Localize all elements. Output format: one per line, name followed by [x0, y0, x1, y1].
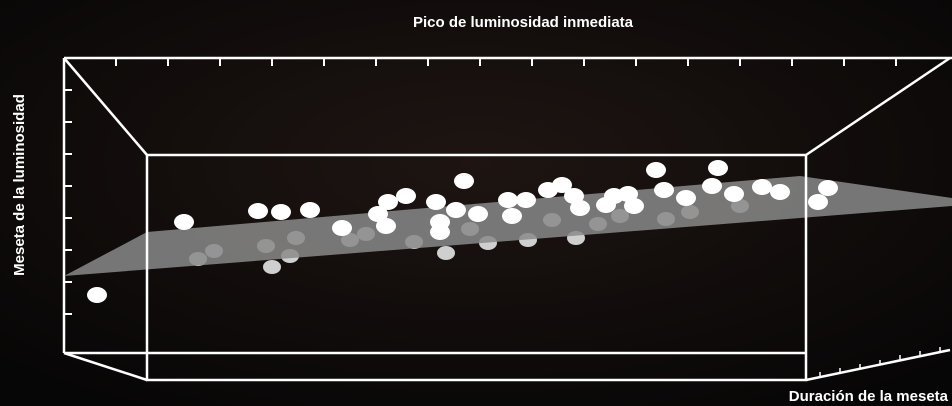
ticks	[64, 58, 897, 315]
frame	[62, 56, 952, 382]
z-axis-label: Duración de la meseta	[789, 388, 949, 405]
x-axis-label: Pico de luminosidad inmediata	[413, 14, 634, 31]
front-frame	[145, 153, 808, 382]
y-axis-label: Meseta de la luminosidad	[11, 94, 28, 276]
points-above	[87, 160, 838, 303]
depth-ticks	[819, 347, 941, 377]
